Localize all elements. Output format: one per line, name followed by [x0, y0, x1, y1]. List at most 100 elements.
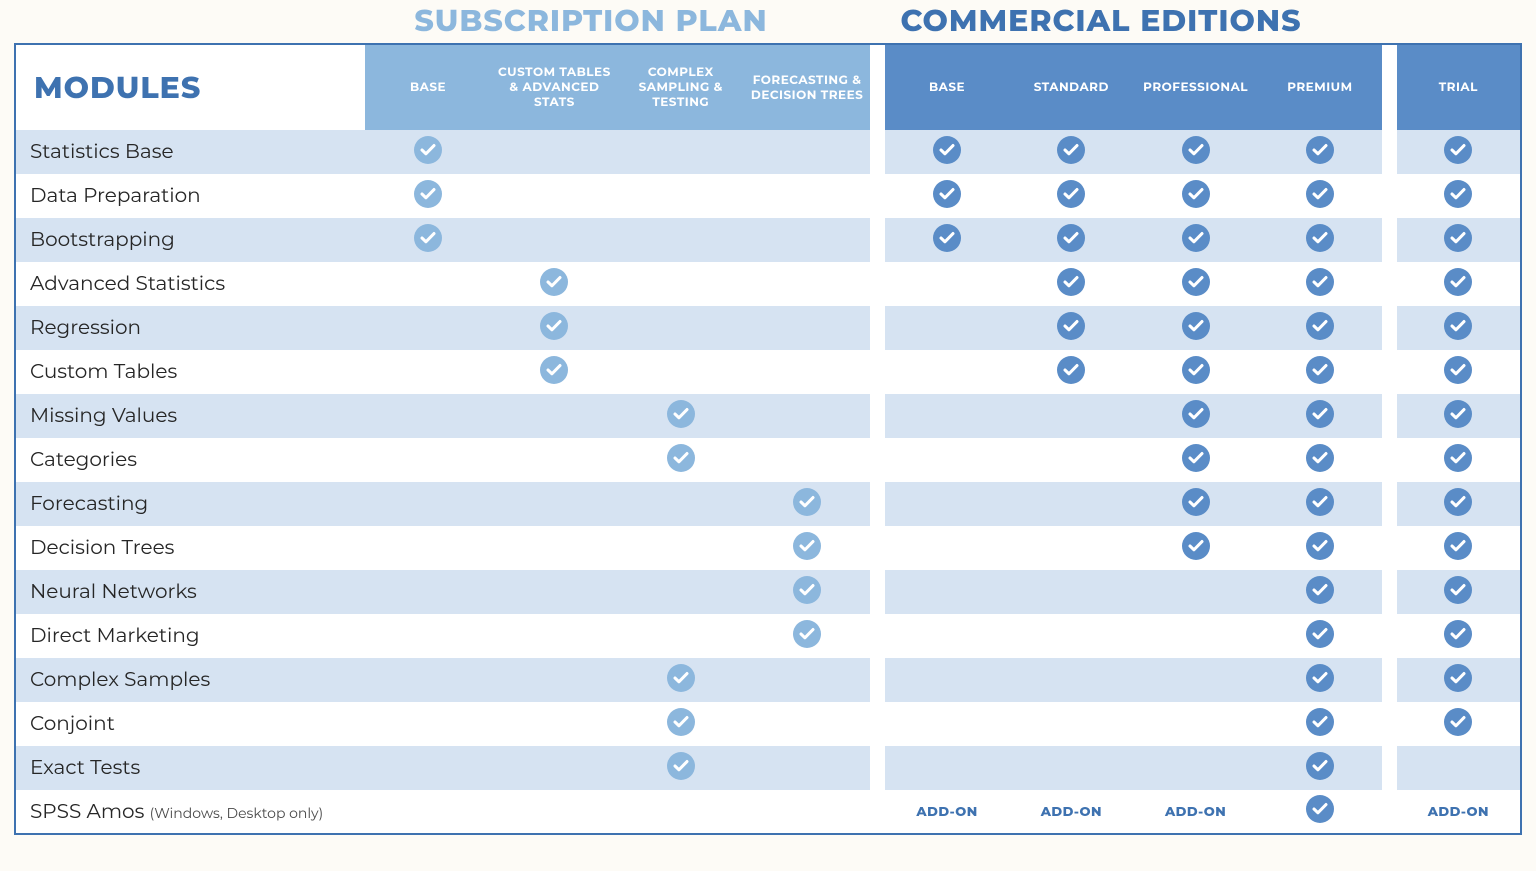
cell	[885, 746, 1009, 790]
separator	[1382, 746, 1397, 790]
check-icon	[793, 532, 821, 560]
check-icon	[933, 180, 961, 208]
cell	[365, 438, 491, 482]
check-icon	[1306, 620, 1334, 648]
col-sub-custom: CUSTOM TABLES & ADVANCED STATS	[491, 44, 617, 130]
cell	[618, 702, 744, 746]
cell	[1009, 306, 1133, 350]
table-row: Advanced Statistics	[15, 262, 1521, 306]
cell	[1397, 658, 1521, 702]
table-row: Complex Samples	[15, 658, 1521, 702]
separator	[870, 438, 885, 482]
cell	[618, 394, 744, 438]
cell	[1009, 746, 1133, 790]
check-icon	[1182, 224, 1210, 252]
module-name-cell: Missing Values	[15, 394, 365, 438]
cell	[365, 614, 491, 658]
cell	[1133, 306, 1257, 350]
cell	[1133, 130, 1257, 174]
table-row: Decision Trees	[15, 526, 1521, 570]
check-icon	[793, 620, 821, 648]
separator	[1382, 130, 1397, 174]
cell	[618, 790, 744, 834]
cell	[491, 218, 617, 262]
check-icon	[1306, 400, 1334, 428]
cell	[491, 658, 617, 702]
cell	[885, 702, 1009, 746]
cell	[491, 306, 617, 350]
cell	[885, 570, 1009, 614]
table-row: Missing Values	[15, 394, 1521, 438]
cell	[1133, 614, 1257, 658]
separator	[1382, 614, 1397, 658]
module-note: (Windows, Desktop only)	[150, 804, 324, 822]
cell	[1009, 482, 1133, 526]
cell	[885, 350, 1009, 394]
addon-label: ADD-ON	[916, 804, 977, 820]
check-icon	[1182, 444, 1210, 472]
cell	[618, 526, 744, 570]
module-label: SPSS Amos	[30, 800, 144, 824]
check-icon	[667, 444, 695, 472]
module-name-cell: Forecasting	[15, 482, 365, 526]
cell	[1258, 790, 1382, 834]
cell	[618, 350, 744, 394]
cell	[365, 658, 491, 702]
check-icon	[793, 488, 821, 516]
cell	[491, 130, 617, 174]
cell	[1009, 262, 1133, 306]
separator	[870, 526, 885, 570]
cell	[1258, 526, 1382, 570]
cell	[744, 306, 870, 350]
col-com-base: BASE	[885, 44, 1009, 130]
check-icon	[1306, 268, 1334, 296]
separator	[870, 658, 885, 702]
cell	[885, 306, 1009, 350]
table-row: Neural Networks	[15, 570, 1521, 614]
check-icon	[1306, 356, 1334, 384]
cell	[885, 614, 1009, 658]
cell	[365, 570, 491, 614]
commercial-title: COMMERCIAL EDITIONS	[863, 2, 1339, 39]
check-icon	[1182, 400, 1210, 428]
check-icon	[1306, 795, 1334, 823]
cell	[885, 482, 1009, 526]
cell	[885, 438, 1009, 482]
cell	[365, 790, 491, 834]
separator	[870, 746, 885, 790]
cell	[365, 526, 491, 570]
check-icon	[1306, 664, 1334, 692]
table-row: Regression	[15, 306, 1521, 350]
addon-label: ADD-ON	[1041, 804, 1102, 820]
cell	[365, 482, 491, 526]
separator	[870, 350, 885, 394]
cell	[1397, 570, 1521, 614]
module-name-cell: Custom Tables	[15, 350, 365, 394]
cell	[1397, 614, 1521, 658]
cell	[1258, 394, 1382, 438]
cell	[744, 702, 870, 746]
check-icon	[540, 312, 568, 340]
cell	[1258, 614, 1382, 658]
cell	[618, 746, 744, 790]
cell	[1009, 702, 1133, 746]
module-name-cell: Neural Networks	[15, 570, 365, 614]
cell	[744, 394, 870, 438]
cell	[1397, 526, 1521, 570]
check-icon	[1444, 620, 1472, 648]
module-label: Advanced Statistics	[30, 272, 225, 296]
col-sub-base: BASE	[365, 44, 491, 130]
module-name-cell: SPSS Amos (Windows, Desktop only)	[15, 790, 365, 834]
table-row: SPSS Amos (Windows, Desktop only) ADD-ON A…	[15, 790, 1521, 834]
module-name-cell: Data Preparation	[15, 174, 365, 218]
cell: ADD-ON	[1397, 790, 1521, 834]
module-label: Exact Tests	[30, 756, 140, 780]
cell	[1258, 174, 1382, 218]
check-icon	[1306, 312, 1334, 340]
separator	[1382, 790, 1397, 834]
cell	[744, 350, 870, 394]
addon-label: ADD-ON	[1165, 804, 1226, 820]
cell	[491, 174, 617, 218]
col-com-prem: PREMIUM	[1258, 44, 1382, 130]
cell	[1009, 614, 1133, 658]
